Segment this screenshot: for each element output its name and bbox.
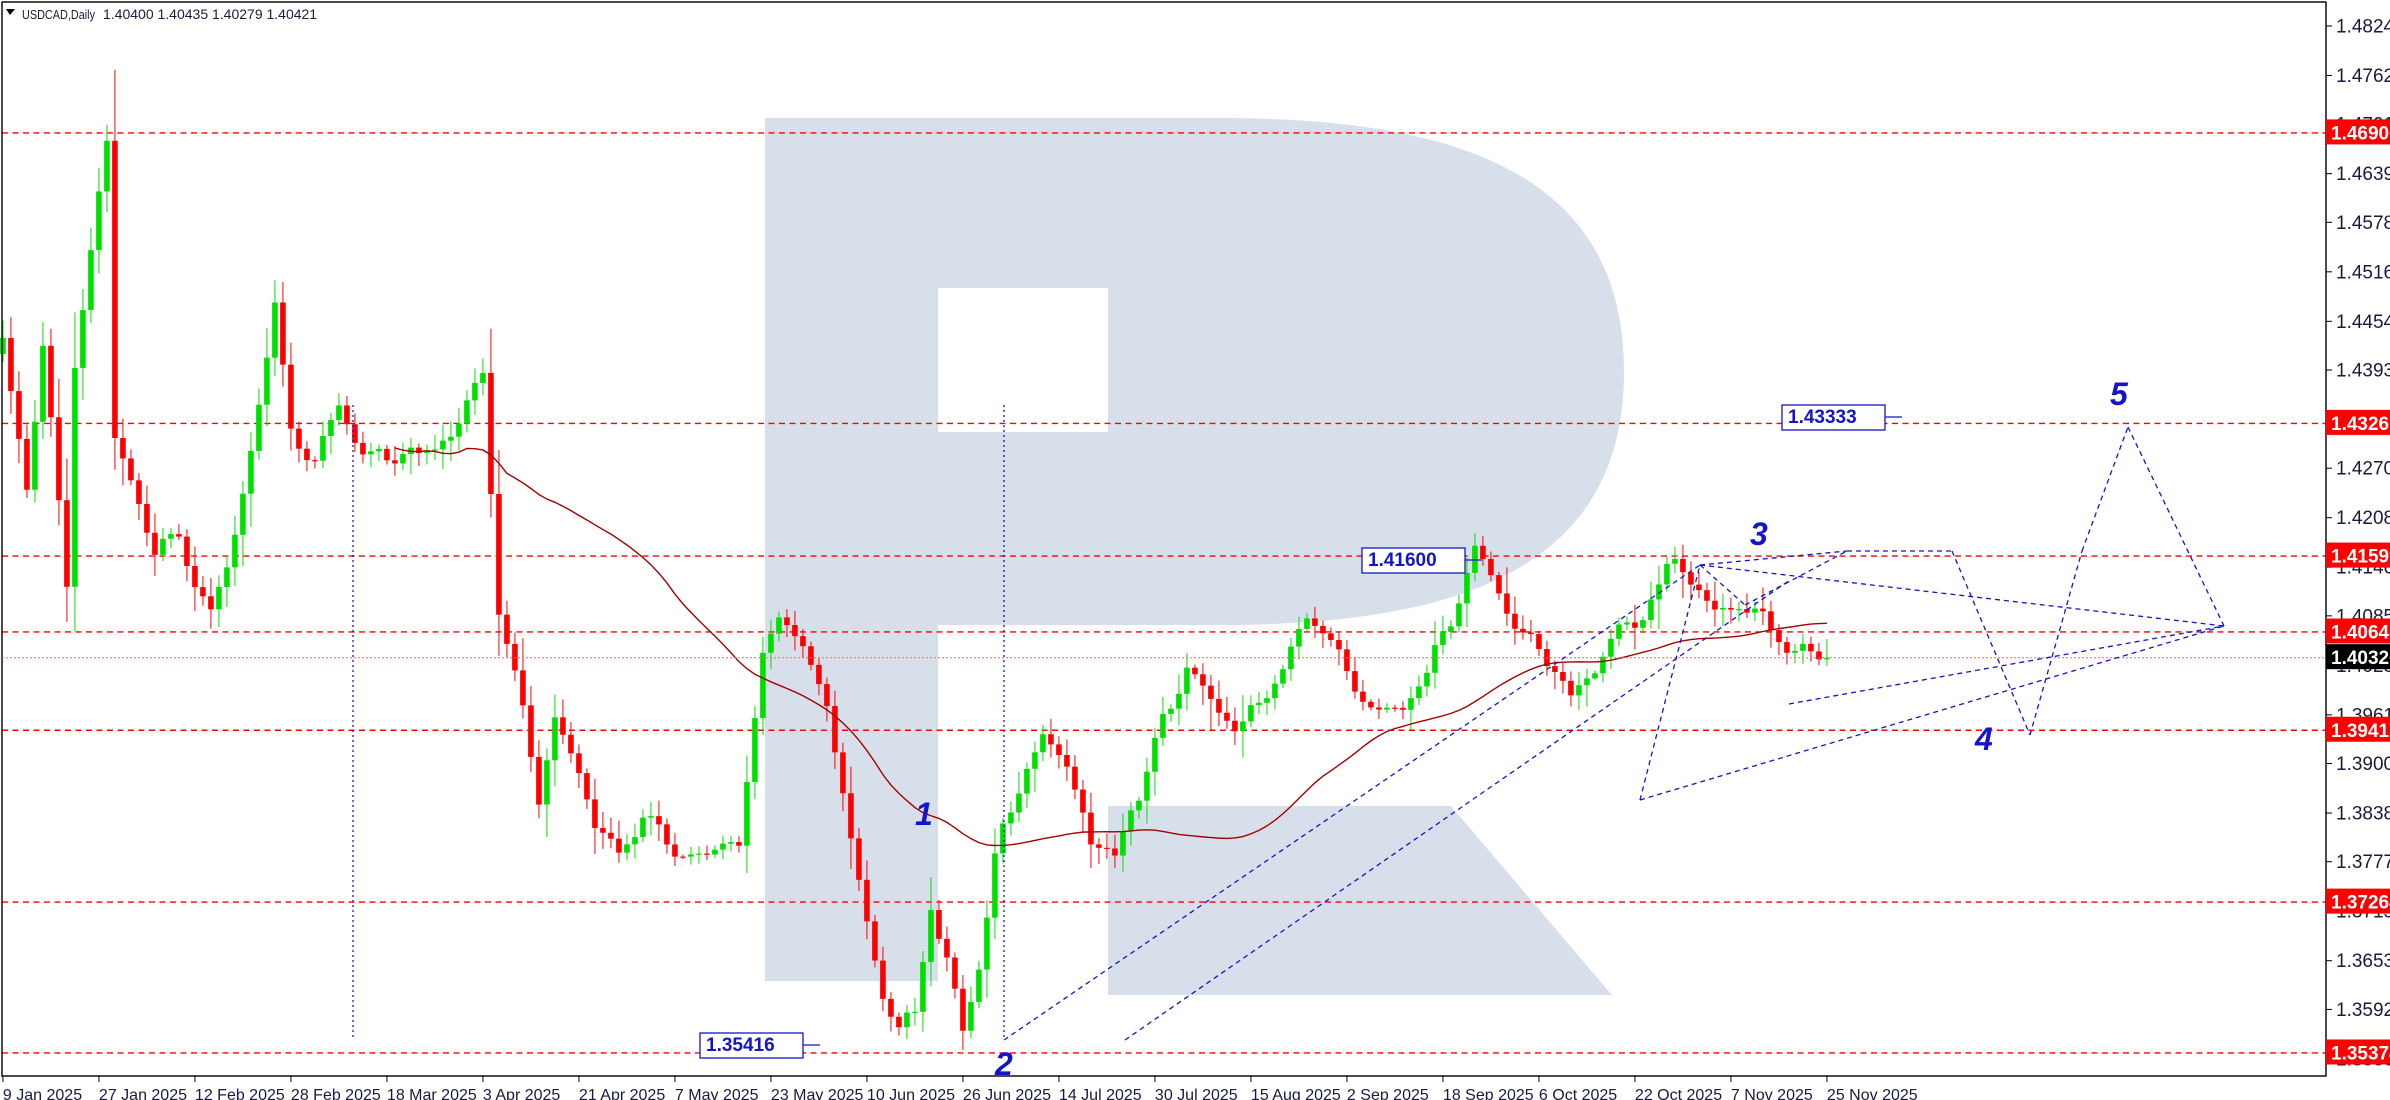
svg-text:15 Aug 2025: 15 Aug 2025 (1251, 1087, 1341, 1100)
svg-text:1.44540: 1.44540 (2336, 312, 2390, 333)
svg-text:7 Nov 2025: 7 Nov 2025 (1731, 1087, 1813, 1100)
svg-text:2: 2 (994, 1046, 1013, 1082)
svg-text:1.41599: 1.41599 (2331, 547, 2390, 568)
svg-text:1.46390: 1.46390 (2336, 164, 2390, 185)
svg-text:USDCAD,Daily: USDCAD,Daily (22, 7, 95, 22)
svg-text:30 Jul 2025: 30 Jul 2025 (1155, 1087, 1238, 1100)
svg-text:5: 5 (2110, 376, 2129, 412)
svg-text:1.47620: 1.47620 (2336, 66, 2390, 87)
svg-text:3 Apr 2025: 3 Apr 2025 (483, 1087, 561, 1100)
svg-text:28 Feb 2025: 28 Feb 2025 (291, 1087, 381, 1100)
svg-text:26 Jun 2025: 26 Jun 2025 (963, 1087, 1051, 1100)
svg-text:7 May 2025: 7 May 2025 (675, 1087, 759, 1100)
svg-text:1.45160: 1.45160 (2336, 262, 2390, 283)
svg-text:1.41600: 1.41600 (1368, 550, 1437, 571)
svg-text:27 Jan 2025: 27 Jan 2025 (99, 1087, 187, 1100)
svg-text:1.46900: 1.46900 (2331, 123, 2390, 144)
svg-text:1.35920: 1.35920 (2336, 1000, 2390, 1021)
svg-text:18 Sep 2025: 18 Sep 2025 (1443, 1087, 1534, 1100)
svg-text:18 Mar 2025: 18 Mar 2025 (387, 1087, 477, 1100)
svg-text:1.40326: 1.40326 (2331, 648, 2390, 669)
svg-text:1.42700: 1.42700 (2336, 459, 2390, 480)
svg-text:25 Nov 2025: 25 Nov 2025 (1827, 1087, 1918, 1100)
svg-text:23 May 2025: 23 May 2025 (771, 1087, 864, 1100)
svg-text:1.43930: 1.43930 (2336, 361, 2390, 382)
svg-text:9 Jan 2025: 9 Jan 2025 (3, 1087, 82, 1100)
svg-text:10 Jun 2025: 10 Jun 2025 (867, 1087, 955, 1100)
svg-text:1.39417: 1.39417 (2331, 721, 2390, 742)
svg-text:1.40400 1.40435 1.40279 1.4042: 1.40400 1.40435 1.40279 1.40421 (103, 6, 317, 22)
svg-text:3: 3 (1750, 516, 1768, 552)
svg-text:6 Oct 2025: 6 Oct 2025 (1539, 1087, 1617, 1100)
svg-text:1.42080: 1.42080 (2336, 508, 2390, 529)
svg-text:1.35374: 1.35374 (2331, 1043, 2390, 1064)
svg-text:21 Apr 2025: 21 Apr 2025 (579, 1087, 665, 1100)
svg-text:1.40648: 1.40648 (2331, 622, 2390, 643)
svg-text:4: 4 (1974, 721, 1993, 757)
svg-text:1.35416: 1.35416 (706, 1035, 775, 1056)
svg-text:12 Feb 2025: 12 Feb 2025 (195, 1087, 285, 1100)
svg-text:1: 1 (915, 796, 933, 832)
svg-text:1.43333: 1.43333 (1788, 407, 1857, 428)
svg-text:1.37770: 1.37770 (2336, 852, 2390, 873)
svg-text:1.38380: 1.38380 (2336, 804, 2390, 825)
svg-text:1.37264: 1.37264 (2331, 893, 2390, 914)
svg-text:22 Oct 2025: 22 Oct 2025 (1635, 1087, 1722, 1100)
svg-text:1.48240: 1.48240 (2336, 16, 2390, 37)
svg-text:2 Sep 2025: 2 Sep 2025 (1347, 1087, 1429, 1100)
svg-text:1.36530: 1.36530 (2336, 951, 2390, 972)
svg-text:14 Jul 2025: 14 Jul 2025 (1059, 1087, 1142, 1100)
svg-text:1.45780: 1.45780 (2336, 213, 2390, 234)
svg-text:1.39000: 1.39000 (2336, 754, 2390, 775)
